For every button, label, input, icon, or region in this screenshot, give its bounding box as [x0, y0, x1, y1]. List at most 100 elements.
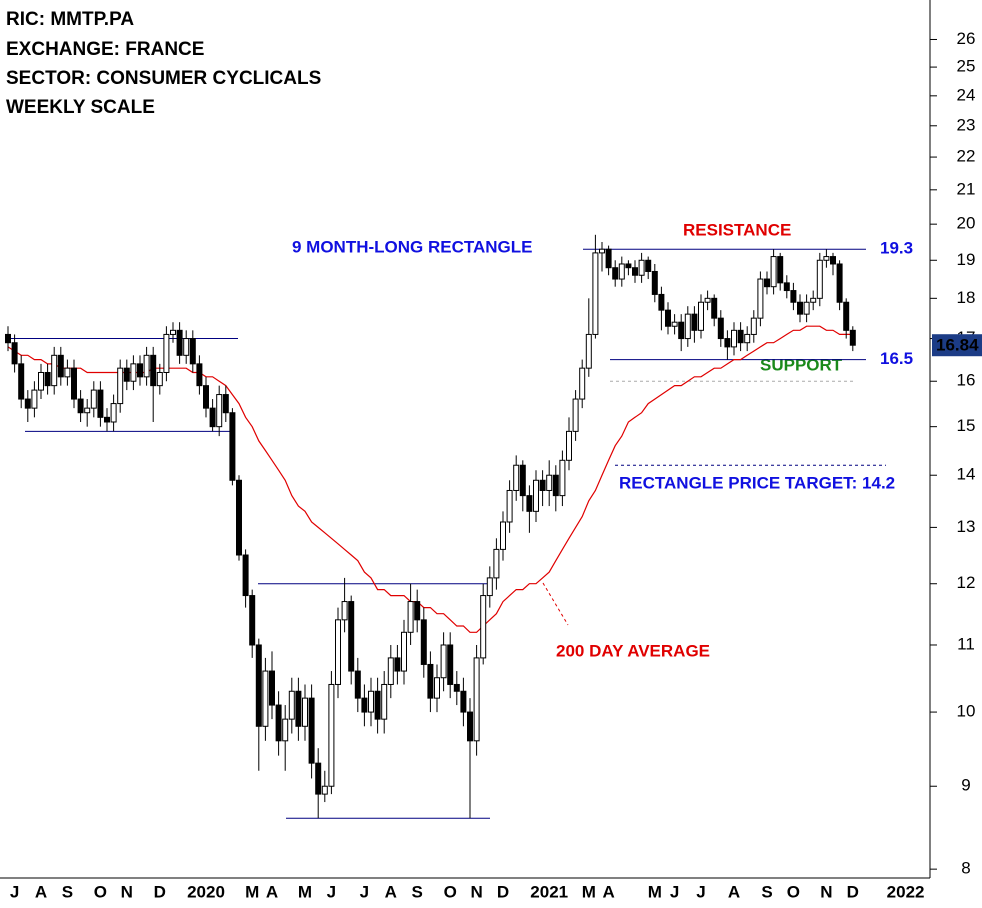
y-tick-label: 26 [957, 29, 976, 48]
candle-body [810, 297, 817, 303]
candle-body [295, 690, 302, 727]
x-tick-label: J [360, 882, 369, 901]
candle-body [579, 367, 586, 400]
candle-body [546, 474, 553, 491]
candle-body [341, 601, 348, 621]
candle-body [480, 595, 487, 659]
candle-body [183, 338, 190, 356]
x-tick-label: J [696, 882, 705, 901]
candle-body [783, 282, 790, 292]
candle-body [731, 329, 737, 348]
candle-body [18, 363, 25, 400]
candle-body [737, 329, 744, 344]
candle-body [486, 577, 493, 597]
y-tick-label: 10 [957, 702, 976, 721]
level-label: 19.3 [880, 239, 913, 258]
candle-body [671, 321, 678, 327]
candle-body [44, 371, 51, 387]
candle-body [374, 690, 381, 720]
candle-body [143, 354, 150, 378]
candle-body [381, 683, 388, 720]
candle-body [777, 256, 784, 284]
x-tick-label: A [35, 882, 47, 901]
y-tick-label: 8 [961, 859, 970, 878]
x-tick-label: O [444, 882, 457, 901]
candle-body [302, 697, 308, 727]
candle-body [698, 301, 704, 331]
candle-body [156, 371, 163, 387]
candle-body [348, 601, 355, 672]
header-line: EXCHANGE: FRANCE [6, 39, 204, 60]
x-tick-label: M [648, 882, 662, 901]
candle-body [57, 354, 64, 378]
y-tick-label: 19 [957, 250, 976, 269]
candle-body [572, 398, 579, 432]
y-tick-label: 12 [957, 573, 976, 592]
x-tick-label: A [385, 882, 397, 901]
candle-body [117, 367, 124, 405]
candle-body [440, 644, 447, 679]
candle-body [24, 398, 31, 409]
candle-body [797, 301, 803, 315]
candle-body [638, 259, 645, 276]
candle-body [335, 619, 341, 685]
candle-body [704, 297, 711, 303]
candle-body [275, 704, 282, 742]
candle-body [519, 464, 526, 497]
x-tick-label: A [728, 882, 740, 901]
candle-body [460, 690, 467, 713]
annotation: RESISTANCE [683, 220, 791, 239]
y-tick-label: 16 [957, 371, 976, 390]
candle-body [84, 407, 91, 414]
y-tick-label: 23 [957, 115, 976, 134]
y-tick-label: 14 [957, 465, 976, 484]
candle-body [196, 363, 203, 387]
candle-body [229, 412, 236, 481]
candle-body [764, 278, 770, 288]
candle-body [566, 430, 572, 461]
candle-body [203, 385, 209, 409]
x-tick-label: S [761, 882, 772, 901]
annotation: 9 MONTH-LONG RECTANGLE [292, 237, 533, 256]
x-tick-label: N [121, 882, 133, 901]
candle-body [559, 459, 566, 497]
x-tick-label: D [154, 882, 166, 901]
candle-body [724, 338, 731, 348]
y-tick-label: 13 [957, 517, 976, 536]
candle-body [414, 601, 421, 621]
candle-body [830, 256, 836, 265]
candle-body [612, 267, 619, 280]
candle-body [288, 690, 295, 720]
candle-body [71, 367, 77, 400]
candle-body [282, 718, 289, 742]
candle-body [605, 248, 612, 269]
x-tick-label: J [670, 882, 679, 901]
x-tick-label: N [820, 882, 832, 901]
y-tick-label: 22 [957, 147, 976, 166]
candle-body [104, 416, 110, 423]
candle-body [407, 601, 414, 633]
candle-body [189, 338, 196, 365]
candle-body [599, 248, 605, 254]
candle-body [625, 263, 632, 269]
candle-body [849, 329, 856, 346]
candle-body [255, 644, 262, 727]
candle-body [506, 489, 513, 523]
x-tick-label: J [327, 882, 336, 901]
x-tick-label: S [62, 882, 73, 901]
candle-body [354, 670, 361, 699]
candle-body [711, 297, 718, 319]
candle-body [236, 479, 242, 556]
candle-body [592, 252, 599, 335]
candle-body [513, 464, 520, 491]
candle-body [137, 363, 143, 378]
candle-body [361, 697, 368, 713]
candle-body [658, 293, 665, 311]
candle-body [447, 644, 454, 685]
candle-body [420, 619, 427, 665]
x-tick-label: D [497, 882, 509, 901]
x-tick-label: 2020 [187, 882, 225, 901]
candle-body [315, 762, 322, 795]
candle-body [645, 259, 652, 272]
